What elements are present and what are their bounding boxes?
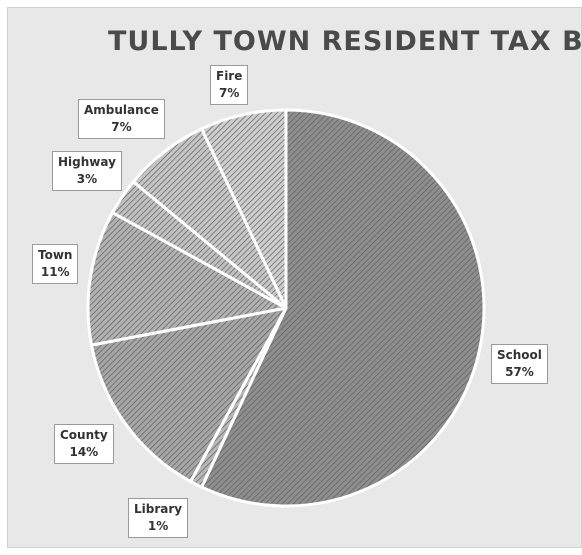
pie-slice-fire [200,108,288,310]
slice-label-highway: Highway 3% [52,151,122,191]
slice-value-library: 1% [147,519,169,533]
slice-name-ambulance: Ambulance [84,103,159,117]
slice-name-fire: Fire [216,69,243,83]
slice-value-ambulance: 7% [111,120,132,134]
pie-chart [86,108,486,508]
slice-label-town: Town 11% [32,244,79,284]
slice-label-county: County 14% [54,424,114,464]
pie-slice-school [200,108,486,508]
pie-slice-town [86,211,288,347]
slice-name-county: County [60,428,108,442]
slice-value-fire: 7% [219,86,240,100]
slice-value-school: 57% [505,365,534,379]
pie-slice-county [90,306,288,484]
slice-name-school: School [497,348,542,362]
chart-frame: TULLY TOWN RESIDENT TAX BILL School 57% Li… [7,7,582,548]
slice-label-ambulance: Ambulance 7% [78,99,165,139]
slice-name-library: Library [134,502,183,516]
chart-title: TULLY TOWN RESIDENT TAX BILL [108,26,582,57]
slice-value-town: 11% [40,265,70,279]
slice-value-county: 14% [69,445,99,459]
slice-name-highway: Highway [58,155,116,169]
slice-label-library: Library 1% [128,498,189,538]
slice-label-fire: Fire 7% [210,65,249,105]
slice-value-highway: 3% [76,172,98,186]
slice-name-town: Town [38,248,73,262]
slice-label-school: School 57% [491,344,548,384]
